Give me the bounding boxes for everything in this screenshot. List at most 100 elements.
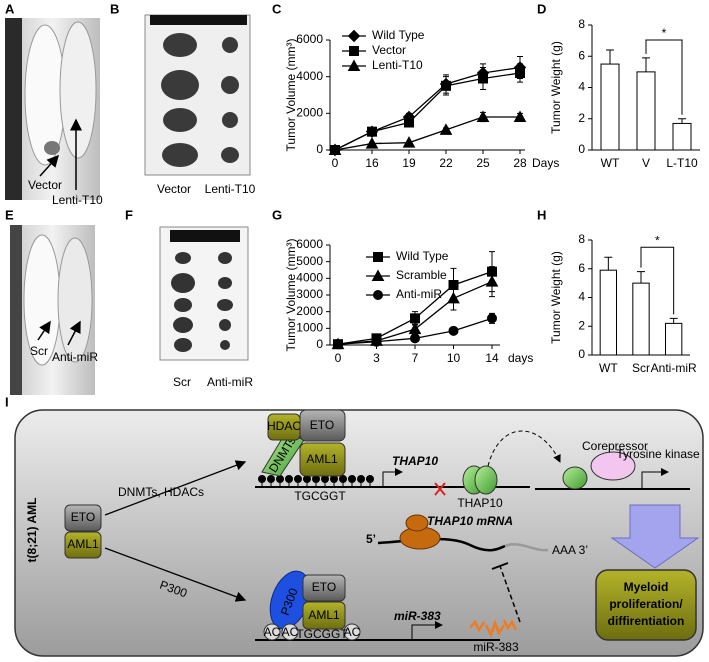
bar xyxy=(632,282,650,356)
diagram-title: t(8;21) AML xyxy=(25,498,39,563)
panel-label: H xyxy=(537,207,546,222)
y-tick-label: 6000 xyxy=(296,237,323,251)
bar xyxy=(636,71,656,151)
bar xyxy=(672,122,692,151)
y-tick-label: 2 xyxy=(578,318,585,332)
ac-label: AC xyxy=(264,625,281,639)
legend-marker xyxy=(373,290,383,300)
error-bar xyxy=(642,57,650,72)
marker xyxy=(367,126,377,137)
marker xyxy=(365,137,379,149)
series-line xyxy=(334,66,521,151)
significance-bracket xyxy=(640,246,675,315)
marker xyxy=(408,322,422,335)
x-tick-label: 28 xyxy=(513,156,527,170)
series-line xyxy=(334,116,520,151)
node-label: HDAC xyxy=(267,419,301,433)
significance-bracket xyxy=(645,39,683,115)
y-tick-label: 0 xyxy=(316,142,323,156)
x-tick-label: 19 xyxy=(402,156,416,170)
outcome: proliferation/ xyxy=(609,597,683,611)
bar xyxy=(665,322,683,356)
photo-caption: Vector xyxy=(157,182,191,196)
motif: TGCGGT xyxy=(296,627,348,641)
series-line xyxy=(334,72,521,151)
x-tick-label: L-T10 xyxy=(666,156,698,170)
photo-caption: Scr xyxy=(173,375,191,389)
y-axis-label: Tumor Volume (mm³) xyxy=(284,239,298,352)
marker xyxy=(410,333,420,344)
panel-label: B xyxy=(110,1,119,16)
marker xyxy=(478,73,488,84)
x-tick-label: 0 xyxy=(335,351,342,365)
node-label: ETO xyxy=(312,580,336,594)
panel-label: A xyxy=(5,1,15,16)
x-tick-label: V xyxy=(642,156,650,170)
x-tick-label: Scr xyxy=(632,361,650,375)
photo-e xyxy=(10,225,95,395)
y-tick-label: 4000 xyxy=(296,69,323,83)
bar xyxy=(599,269,618,356)
diagram: t(8;21) AML ETO AML1 DNMTs, HDACs P300 D… xyxy=(14,409,704,657)
mrna-end: 5’ xyxy=(366,532,376,546)
outcome: Myeloid xyxy=(624,580,669,594)
node-label: ETO xyxy=(71,510,95,524)
y-tick-label: 8 xyxy=(578,17,585,31)
bar xyxy=(600,63,620,151)
x-axis-label: days xyxy=(508,351,533,365)
marker xyxy=(333,339,343,350)
panel-label: D xyxy=(537,1,546,16)
mrna-end: AAA 3’ xyxy=(552,543,588,557)
photo-f xyxy=(159,226,249,361)
gene-label: THAP10 xyxy=(392,454,438,468)
photo-label: Anti-miR xyxy=(52,350,98,364)
marker xyxy=(448,325,459,336)
node-label: AML1 xyxy=(306,452,338,466)
x-tick-label: Anti-miR xyxy=(651,361,697,375)
error-bar xyxy=(606,49,614,65)
x-tick-label: 22 xyxy=(439,156,453,170)
mirna-label: miR-383 xyxy=(473,640,519,654)
marker xyxy=(404,117,414,128)
ac-label: AC xyxy=(344,625,361,639)
legend-label: Vector xyxy=(372,43,406,57)
node-label: Corepressor xyxy=(582,439,648,453)
marker xyxy=(513,110,527,122)
legend-marker xyxy=(371,269,385,281)
node-label: Tyrosine kinase xyxy=(616,447,700,461)
node-label: AML1 xyxy=(67,537,99,551)
y-tick-label: 1000 xyxy=(296,321,323,335)
marker xyxy=(371,336,382,347)
legend-label: Wild Type xyxy=(396,249,449,263)
x-tick-label: 0 xyxy=(332,156,339,170)
y-tick-label: 6 xyxy=(578,48,585,62)
panel-label: G xyxy=(272,207,282,222)
photo-label: Vector xyxy=(28,178,62,192)
ac-label: AC xyxy=(282,625,299,639)
x-tick-label: 14 xyxy=(485,351,499,365)
y-tick-label: 4000 xyxy=(296,271,323,285)
marker xyxy=(485,275,499,287)
y-tick-label: 0 xyxy=(578,347,585,361)
legend-label: Scramble xyxy=(396,268,447,282)
y-tick-label: 0 xyxy=(578,142,585,156)
x-tick-label: 25 xyxy=(476,156,490,170)
legend-marker xyxy=(347,29,361,43)
error-bar xyxy=(637,271,645,284)
node-label: AML1 xyxy=(308,608,340,622)
significance-label: * xyxy=(662,26,667,40)
legend-marker xyxy=(349,46,359,56)
gene-label: miR-383 xyxy=(394,609,441,623)
significance-label: * xyxy=(655,233,660,247)
motif: TGCGGT xyxy=(294,489,346,503)
x-tick-label: WT xyxy=(601,156,620,170)
panel-label: F xyxy=(125,207,133,222)
x-tick-label: 10 xyxy=(447,351,461,365)
legend-label: Anti-miR xyxy=(396,287,442,301)
marker xyxy=(402,136,416,148)
y-tick-label: 5000 xyxy=(296,254,323,268)
legend-label: Lenti-T10 xyxy=(372,58,423,72)
y-tick-label: 6000 xyxy=(296,32,323,46)
marker xyxy=(515,68,525,78)
